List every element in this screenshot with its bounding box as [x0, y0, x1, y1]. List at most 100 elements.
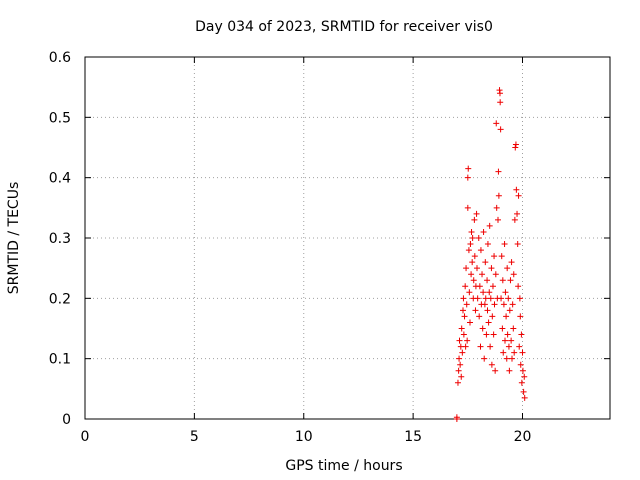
data-point: [486, 289, 493, 296]
data-point: [475, 235, 482, 241]
data-point: [497, 99, 504, 106]
data-point: [508, 337, 515, 344]
data-point: [471, 216, 478, 223]
data-point: [467, 319, 473, 326]
data-point: [514, 210, 521, 217]
data-point: [500, 349, 507, 356]
x-tick-label: 5: [190, 429, 199, 445]
data-point: [502, 289, 509, 296]
data-point: [499, 325, 506, 332]
data-point: [474, 295, 481, 302]
data-point: [504, 331, 511, 338]
data-point: [499, 277, 506, 284]
y-axis-title: SRMTID / TECUs: [6, 182, 22, 295]
data-point: [465, 247, 472, 254]
x-tick-label: 0: [81, 429, 90, 445]
data-point: [479, 325, 486, 332]
x-tick-label: 15: [404, 429, 422, 445]
data-point: [482, 295, 489, 302]
data-point: [464, 174, 471, 181]
data-point: [459, 349, 466, 356]
data-point: [517, 361, 524, 368]
data-point: [519, 349, 526, 356]
data-point: [521, 394, 528, 401]
data-point: [513, 186, 520, 193]
x-tick-label: 20: [514, 429, 532, 445]
data-point: [484, 307, 491, 314]
data-point: [503, 313, 510, 320]
data-point: [471, 253, 478, 260]
data-point: [477, 247, 484, 254]
data-point: [489, 313, 496, 320]
data-point: [508, 259, 515, 266]
axis-ticks: [84, 56, 610, 420]
data-point: [509, 355, 515, 362]
data-point: [491, 301, 498, 308]
data-point: [462, 343, 469, 350]
data-point: [485, 319, 492, 326]
data-point: [518, 379, 525, 386]
data-point: [458, 373, 465, 380]
data-point: [496, 90, 503, 97]
data-point: [495, 192, 502, 199]
data-point: [458, 325, 465, 332]
data-point: [453, 414, 460, 421]
data-point: [515, 283, 522, 290]
data-point: [479, 271, 486, 278]
data-point: [505, 343, 512, 350]
data-point: [469, 259, 476, 266]
data-point: [476, 283, 483, 290]
data-point: [514, 241, 521, 248]
data-point: [517, 313, 524, 320]
data-point: [519, 367, 526, 374]
y-tick-label: 0.6: [49, 50, 71, 66]
data-point: [457, 361, 464, 368]
plot-frame: [84, 56, 611, 420]
data-point: [462, 283, 469, 290]
data-point: [521, 373, 528, 380]
data-point: [495, 168, 502, 175]
data-point: [507, 277, 514, 284]
data-point: [515, 192, 522, 199]
data-point: [476, 313, 483, 320]
data-point: [484, 241, 491, 248]
data-point: [466, 289, 473, 296]
data-point: [516, 343, 523, 350]
data-point: [481, 355, 488, 362]
tick-labels: 0 5 10 15 20 0 0.1 0.2 0.3 0.4 0.5 0.6: [49, 50, 532, 445]
x-tick-label: 10: [295, 429, 313, 445]
data-point: [495, 216, 501, 223]
data-point: [460, 295, 467, 302]
y-tick-label: 0.1: [49, 352, 71, 368]
data-point: [456, 355, 463, 362]
data-point: [484, 277, 491, 284]
data-point: [465, 165, 472, 172]
data-point: [480, 228, 487, 235]
grid: [85, 57, 610, 419]
data-point: [467, 241, 474, 248]
data-point: [470, 277, 477, 284]
data-point: [455, 367, 462, 374]
data-point: [491, 253, 498, 260]
y-tick-label: 0.4: [49, 171, 71, 187]
y-tick-label: 0.2: [49, 291, 71, 307]
y-tick-label: 0: [62, 412, 71, 428]
data-point: [488, 361, 495, 368]
data-point: [463, 301, 470, 308]
data-point: [488, 265, 495, 272]
data-point: [502, 337, 508, 344]
data-point: [472, 307, 479, 314]
data-point: [497, 126, 504, 133]
data-point: [492, 271, 499, 278]
data-point: [477, 343, 484, 350]
data-point: [483, 331, 490, 338]
data-point: [468, 228, 475, 235]
data-point: [461, 313, 468, 320]
data-point: [506, 367, 513, 374]
data-point: [518, 331, 525, 338]
data-point: [464, 337, 471, 344]
data-point: [454, 379, 461, 386]
data-point: [501, 241, 508, 248]
data-point: [503, 355, 510, 362]
data-point: [474, 265, 480, 272]
